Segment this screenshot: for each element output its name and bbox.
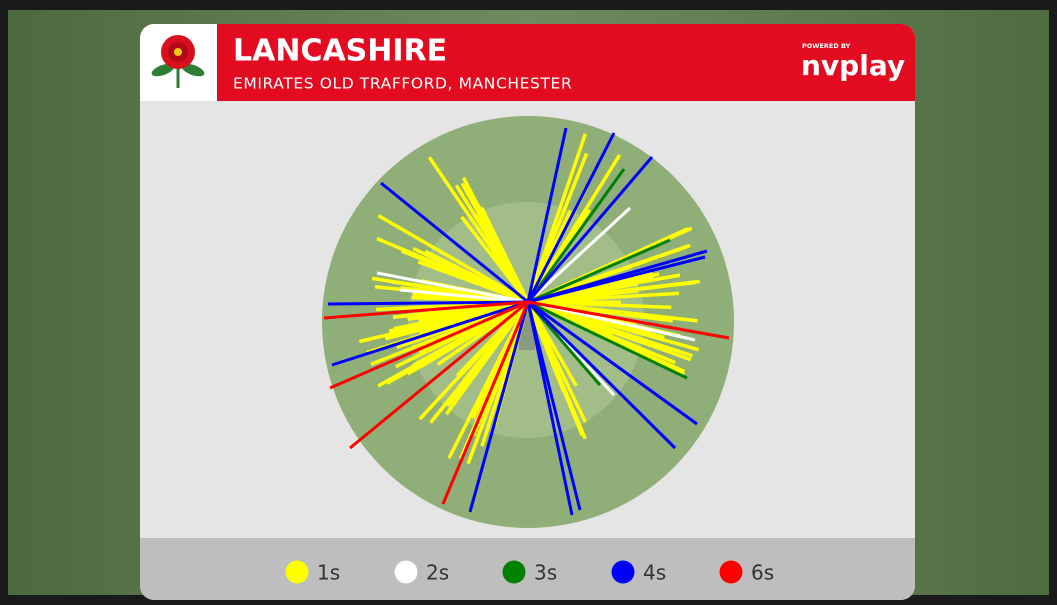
shot-line <box>526 133 588 303</box>
shot-line <box>468 301 530 513</box>
shot-line <box>527 255 706 304</box>
legend-swatch <box>394 560 418 584</box>
shot-line <box>527 300 730 340</box>
shot-line <box>527 300 688 380</box>
shot-line <box>526 301 578 387</box>
header-bar <box>140 24 915 101</box>
shot-line <box>323 300 529 320</box>
brand-logo: nvplay <box>801 49 905 82</box>
shot-line <box>526 156 654 303</box>
shot-line <box>349 300 529 450</box>
legend-label: 2s <box>426 561 449 585</box>
legend-label: 6s <box>751 561 774 585</box>
legend-label: 3s <box>534 561 557 585</box>
shot-line <box>331 300 529 367</box>
shot-line <box>329 300 529 390</box>
shot-line <box>527 238 671 304</box>
shot-line <box>526 300 677 450</box>
powered-by: POWERED BY <box>802 42 851 50</box>
shot-line <box>327 300 529 306</box>
shot-line <box>527 280 696 304</box>
shots <box>323 127 730 516</box>
shot-line <box>436 267 529 304</box>
shot-line <box>526 127 568 303</box>
legend-swatch <box>502 560 526 584</box>
subtitle: EMIRATES OLD TRAFFORD, MANCHESTER <box>233 75 572 93</box>
shot-line <box>526 132 616 303</box>
shot-line <box>380 181 529 304</box>
legend-bar <box>140 538 915 600</box>
legend-swatch <box>719 560 743 584</box>
legend-swatch <box>285 560 309 584</box>
shot-line <box>377 214 529 304</box>
shot-line <box>527 300 698 426</box>
legend: 1s 2s 3s 4s 6s <box>285 560 774 585</box>
shot-line <box>412 247 529 304</box>
legend-label: 1s <box>317 561 340 585</box>
shot-line <box>526 168 626 303</box>
shot-line <box>460 182 530 303</box>
shot-line <box>376 271 529 304</box>
legend-swatch <box>611 560 635 584</box>
shot-line <box>447 301 530 460</box>
rose-logo <box>151 35 205 88</box>
shot-line <box>399 288 529 304</box>
shot-line <box>526 301 582 511</box>
shot-line <box>526 206 632 304</box>
shot-line <box>441 301 530 505</box>
shot-line <box>446 300 530 407</box>
legend-label: 4s <box>643 561 666 585</box>
title: LANCASHIRE <box>233 34 447 69</box>
shot-line <box>526 154 622 303</box>
